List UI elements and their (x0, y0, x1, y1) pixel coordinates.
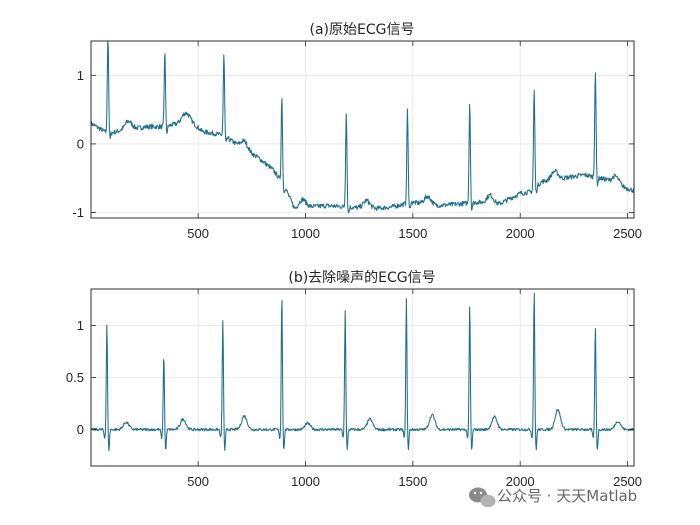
watermark-text: 公众号 · 天天Matlab (497, 487, 637, 505)
x-tick-label: 2000 (506, 226, 535, 241)
y-tick-label: 1 (77, 318, 84, 333)
x-tick-label: 1500 (398, 474, 427, 489)
panel-a-raw-ecg: (a)原始ECG信号 500 1000 1500 2000 2500 -1 0 1 (72, 22, 642, 241)
x-tick-label: 2500 (613, 226, 642, 241)
wechat-icon (469, 487, 496, 508)
ecg-series-line-b (91, 292, 634, 452)
ecg-series-line-a (91, 41, 634, 214)
chart-title-b: (b)去除噪声的ECG信号 (288, 270, 435, 286)
x-tick-label: 2000 (506, 474, 535, 489)
y-tick-label: 1 (77, 68, 84, 83)
y-tick-label: 0.5 (66, 370, 84, 385)
chart-title-a: (a)原始ECG信号 (310, 22, 415, 38)
y-tick-label: 0 (77, 136, 84, 151)
x-tick-label: 1000 (291, 474, 320, 489)
x-tick-label: 1000 (291, 226, 320, 241)
x-tick-label: 500 (187, 226, 209, 241)
watermark: 公众号 · 天天Matlab (469, 487, 637, 508)
plot-area-a (90, 40, 635, 219)
x-tick-label: 2500 (613, 474, 642, 489)
panel-b-denoised-ecg: (b)去除噪声的ECG信号 500 1000 1500 2000 2500 0 0.5 1 (66, 270, 642, 489)
x-tick-label: 1500 (398, 226, 427, 241)
y-tick-label: -1 (72, 205, 84, 220)
axes-border-a (90, 40, 635, 219)
x-tick-label: 500 (187, 474, 209, 489)
y-tick-label: 0 (77, 422, 84, 437)
